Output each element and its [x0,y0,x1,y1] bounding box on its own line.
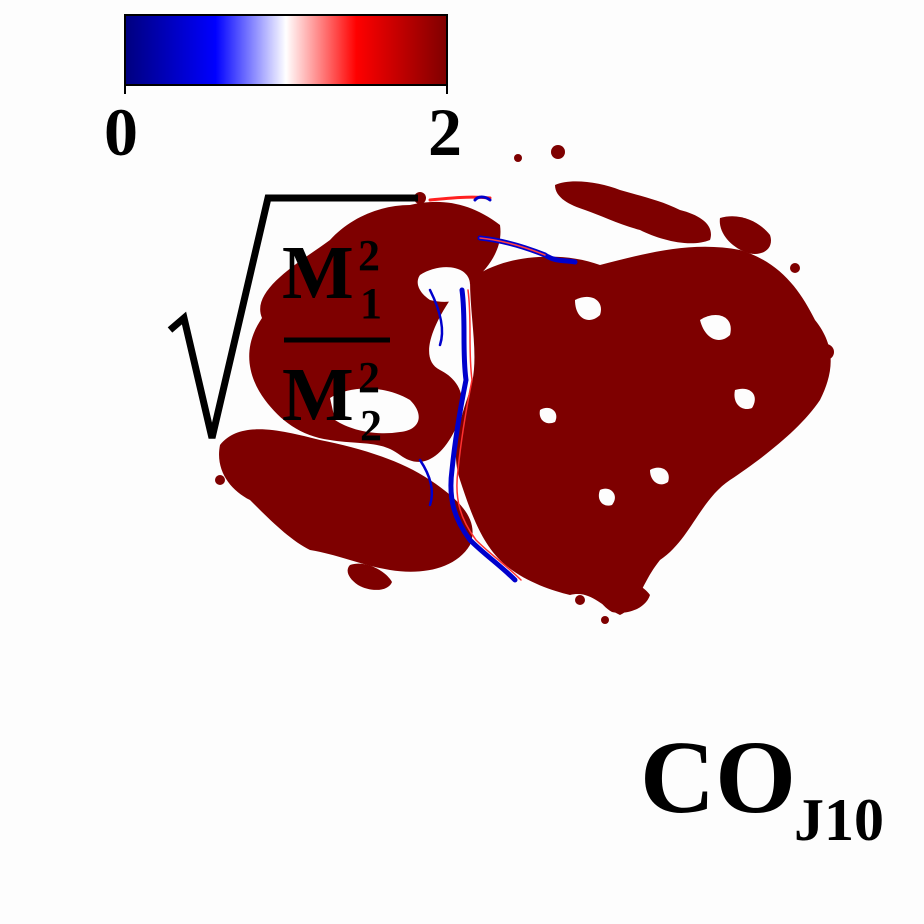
ratio-map-holes [330,267,755,532]
colorbar-min-label: 0 [104,94,138,170]
colorbar [124,14,448,86]
colorbar-max-tick [446,86,448,94]
denominator-sup: 2 [358,353,380,402]
colorbar-max-label: 2 [428,94,462,170]
numerator-sup: 2 [358,231,380,280]
line-label-main: CO [640,720,796,835]
numerator-sub: 1 [360,279,382,328]
ratio-map-body [215,145,834,624]
numerator-base: M [282,231,354,315]
sqrt-sign [167,194,418,439]
line-label: COJ10 [640,718,884,853]
ratio-map-filament [418,195,578,583]
denominator-sub: 2 [360,401,382,450]
denominator-base: M [282,353,354,437]
colorbar-min-tick [124,86,126,94]
line-label-sub: J10 [794,787,884,853]
